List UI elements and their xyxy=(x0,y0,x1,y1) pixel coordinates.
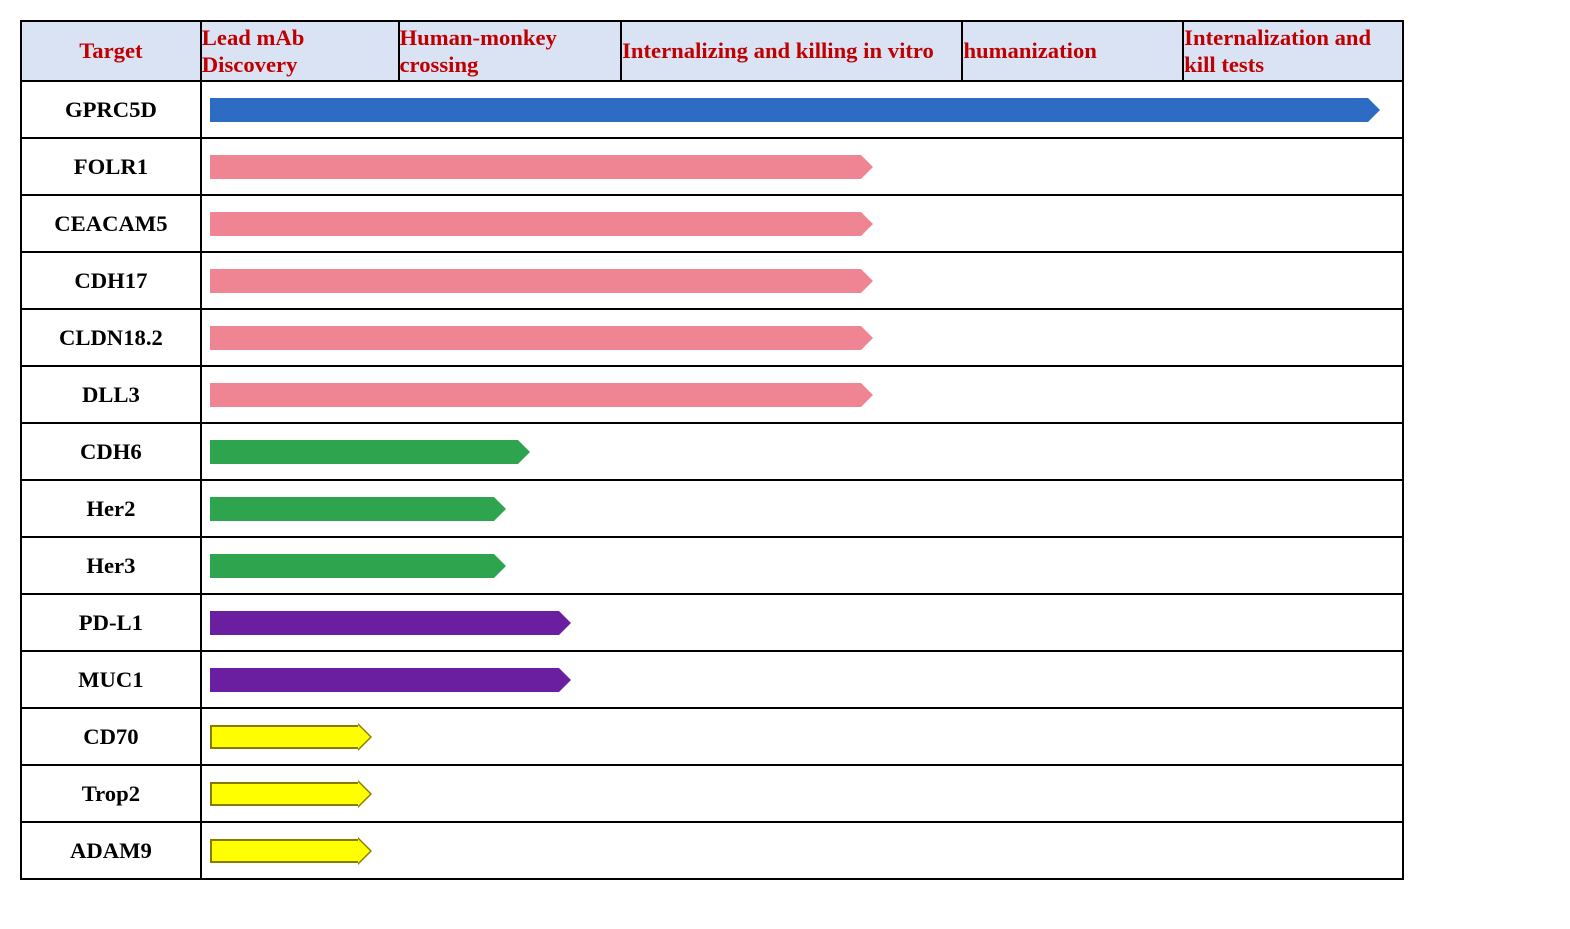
progress-arrow xyxy=(210,554,506,578)
target-label: ADAM9 xyxy=(21,822,201,879)
progress-cell xyxy=(201,252,1403,309)
header-cell: Lead mAb Discovery xyxy=(201,21,399,81)
pipeline-table: TargetLead mAb DiscoveryHuman-monkey cro… xyxy=(20,20,1404,880)
table-row: CLDN18.2 xyxy=(21,309,1403,366)
progress-cell xyxy=(201,822,1403,879)
header-row: TargetLead mAb DiscoveryHuman-monkey cro… xyxy=(21,21,1403,81)
progress-cell xyxy=(201,195,1403,252)
table-row: CDH6 xyxy=(21,423,1403,480)
table-row: Her2 xyxy=(21,480,1403,537)
progress-cell xyxy=(201,651,1403,708)
progress-cell xyxy=(201,423,1403,480)
table-row: GPRC5D xyxy=(21,81,1403,138)
progress-cell xyxy=(201,138,1403,195)
target-label: CDH6 xyxy=(21,423,201,480)
header-cell: humanization xyxy=(962,21,1183,81)
progress-cell xyxy=(201,708,1403,765)
table-row: FOLR1 xyxy=(21,138,1403,195)
table-row: CD70 xyxy=(21,708,1403,765)
target-label: CD70 xyxy=(21,708,201,765)
target-label: CDH17 xyxy=(21,252,201,309)
header-cell: Internalization and kill tests xyxy=(1183,21,1403,81)
progress-cell xyxy=(201,594,1403,651)
target-label: FOLR1 xyxy=(21,138,201,195)
progress-cell xyxy=(201,537,1403,594)
progress-arrow xyxy=(210,440,530,464)
progress-arrow xyxy=(210,326,873,350)
table-row: PD-L1 xyxy=(21,594,1403,651)
progress-arrow xyxy=(210,98,1380,122)
progress-cell xyxy=(201,81,1403,138)
progress-cell xyxy=(201,480,1403,537)
table-body: GPRC5DFOLR1CEACAM5CDH17CLDN18.2DLL3CDH6H… xyxy=(21,81,1403,879)
progress-arrow xyxy=(210,497,506,521)
target-label: Her2 xyxy=(21,480,201,537)
progress-arrow xyxy=(210,155,873,179)
progress-arrow xyxy=(210,725,370,749)
target-label: CLDN18.2 xyxy=(21,309,201,366)
target-label: CEACAM5 xyxy=(21,195,201,252)
table-row: CEACAM5 xyxy=(21,195,1403,252)
table-row: CDH17 xyxy=(21,252,1403,309)
table-row: DLL3 xyxy=(21,366,1403,423)
target-label: GPRC5D xyxy=(21,81,201,138)
target-label: PD-L1 xyxy=(21,594,201,651)
table-row: ADAM9 xyxy=(21,822,1403,879)
progress-arrow xyxy=(210,668,571,692)
target-label: DLL3 xyxy=(21,366,201,423)
progress-cell xyxy=(201,765,1403,822)
target-label: Her3 xyxy=(21,537,201,594)
table-row: Trop2 xyxy=(21,765,1403,822)
target-label: MUC1 xyxy=(21,651,201,708)
header-cell: Human-monkey crossing xyxy=(399,21,622,81)
progress-cell xyxy=(201,366,1403,423)
progress-arrow xyxy=(210,269,873,293)
target-label: Trop2 xyxy=(21,765,201,822)
table-row: Her3 xyxy=(21,537,1403,594)
header-cell: Internalizing and killing in vitro xyxy=(621,21,962,81)
progress-cell xyxy=(201,309,1403,366)
progress-arrow xyxy=(210,212,873,236)
progress-arrow xyxy=(210,839,370,863)
progress-arrow xyxy=(210,611,571,635)
table-row: MUC1 xyxy=(21,651,1403,708)
progress-arrow xyxy=(210,383,873,407)
header-cell: Target xyxy=(21,21,201,81)
progress-arrow xyxy=(210,782,370,806)
